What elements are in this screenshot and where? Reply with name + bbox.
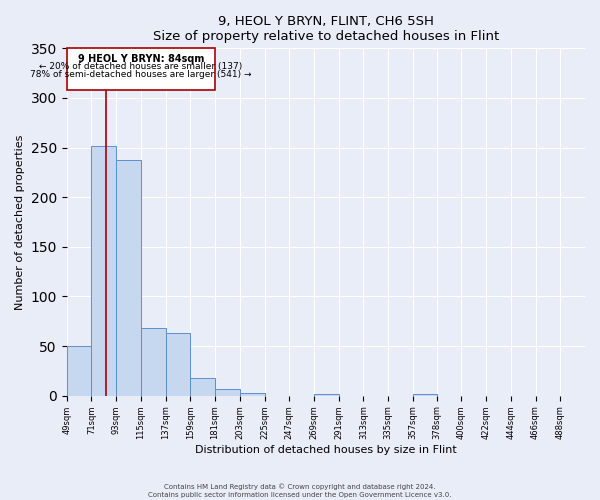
Bar xyxy=(215,389,240,396)
Y-axis label: Number of detached properties: Number of detached properties xyxy=(15,134,25,310)
Bar xyxy=(240,392,265,396)
Title: 9, HEOL Y BRYN, FLINT, CH6 5SH
Size of property relative to detached houses in F: 9, HEOL Y BRYN, FLINT, CH6 5SH Size of p… xyxy=(153,15,499,43)
Text: ← 20% of detached houses are smaller (137): ← 20% of detached houses are smaller (13… xyxy=(39,62,242,71)
Bar xyxy=(166,333,190,396)
Text: 9 HEOL Y BRYN: 84sqm: 9 HEOL Y BRYN: 84sqm xyxy=(77,54,204,64)
Bar xyxy=(141,328,166,396)
Bar xyxy=(190,378,215,396)
Text: Contains HM Land Registry data © Crown copyright and database right 2024.
Contai: Contains HM Land Registry data © Crown c… xyxy=(148,484,452,498)
Bar xyxy=(314,394,339,396)
FancyBboxPatch shape xyxy=(67,48,215,90)
Bar xyxy=(116,160,141,396)
Bar xyxy=(91,146,116,396)
Bar xyxy=(413,394,437,396)
Text: 78% of semi-detached houses are larger (541) →: 78% of semi-detached houses are larger (… xyxy=(30,70,251,79)
Bar xyxy=(67,346,91,396)
X-axis label: Distribution of detached houses by size in Flint: Distribution of detached houses by size … xyxy=(195,445,457,455)
